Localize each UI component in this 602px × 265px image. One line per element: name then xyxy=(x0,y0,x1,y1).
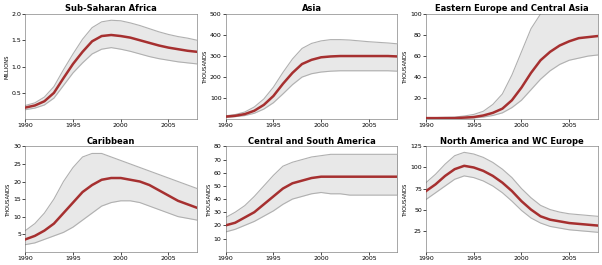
Title: Asia: Asia xyxy=(302,4,321,13)
Title: Central and South America: Central and South America xyxy=(247,137,376,146)
Y-axis label: THOUSANDS: THOUSANDS xyxy=(203,50,208,83)
Title: Sub-Saharan Africa: Sub-Saharan Africa xyxy=(66,4,157,13)
Title: Eastern Europe and Central Asia: Eastern Europe and Central Asia xyxy=(435,4,589,13)
Y-axis label: THOUSANDS: THOUSANDS xyxy=(206,182,211,216)
Y-axis label: THOUSANDS: THOUSANDS xyxy=(403,50,408,83)
Title: North America and WC Europe: North America and WC Europe xyxy=(440,137,584,146)
Y-axis label: MILLIONS: MILLIONS xyxy=(4,54,9,79)
Y-axis label: THOUSANDS: THOUSANDS xyxy=(403,182,408,216)
Title: Caribbean: Caribbean xyxy=(87,137,135,146)
Y-axis label: THOUSANDS: THOUSANDS xyxy=(6,182,11,216)
